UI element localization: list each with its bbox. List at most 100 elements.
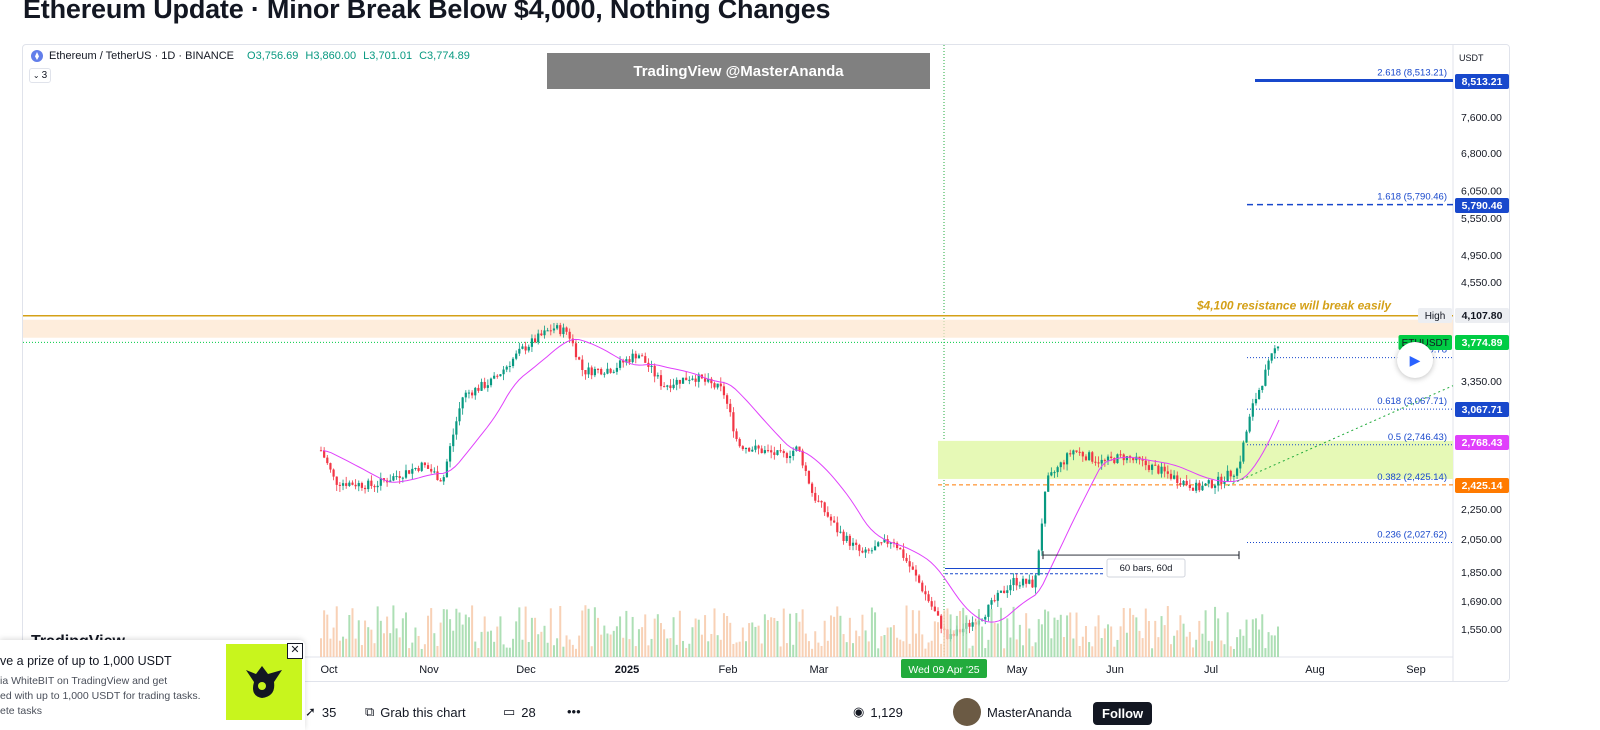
candle-body	[341, 483, 345, 486]
candle-body	[785, 453, 789, 459]
author-profile[interactable]: MasterAnanda	[953, 698, 1072, 726]
candle-body	[656, 375, 659, 377]
candle-body	[480, 381, 483, 391]
volume-bar	[417, 635, 420, 657]
volume-bar	[836, 606, 839, 657]
volume-bar	[880, 636, 883, 657]
comments-button[interactable]: ▭ 28	[503, 704, 536, 720]
promo-banner[interactable]: ve a prize of up to 1,000 USDT ia WhiteB…	[0, 640, 305, 730]
candle-body	[861, 550, 864, 553]
play-button[interactable]: ▶	[1397, 342, 1433, 378]
volume-bar	[329, 638, 332, 657]
price-chart[interactable]: USDT 7,600.00 6,800.00 6,050.00 5,550.00 4,95…	[23, 45, 1510, 682]
fib-label: 0.5 (2,746.43)	[1388, 432, 1447, 443]
volume-bar	[1110, 626, 1113, 657]
volume-bar	[1242, 635, 1245, 657]
candles	[319, 322, 1280, 642]
avatar[interactable]	[953, 698, 981, 726]
indicators-toggle[interactable]: ⌄ 3	[29, 68, 51, 83]
boost-button[interactable]: ➚ 35	[305, 704, 336, 720]
candle-body	[1097, 462, 1100, 464]
volume-bar	[574, 648, 577, 657]
candle-body	[940, 615, 943, 629]
volume-bar	[634, 646, 637, 657]
grab-chart-button[interactable]: ⧉ Grab this chart	[365, 704, 466, 720]
candle-body	[423, 462, 426, 466]
volume-bar	[669, 638, 672, 657]
symbol-label[interactable]: Ethereum / TetherUS · 1D · BINANCE	[49, 50, 235, 62]
candle-body	[1062, 462, 1066, 465]
volume-bar	[326, 614, 329, 657]
volume-bar	[364, 620, 367, 657]
author-name[interactable]: MasterAnanda	[987, 704, 1072, 720]
more-button[interactable]: •••	[567, 704, 581, 719]
candle-body	[600, 369, 603, 375]
volume-bar	[452, 630, 455, 657]
volume-bar	[477, 648, 480, 657]
volume-bar	[1198, 620, 1201, 657]
candle-body	[411, 468, 414, 474]
volume-bar	[666, 638, 669, 657]
candle-body	[348, 482, 351, 486]
fib-label: 1.618 (5,790.46)	[1377, 192, 1447, 203]
candle-body	[474, 387, 477, 396]
volume-bar	[864, 630, 867, 657]
views-counter: ◉ 1,129	[853, 704, 903, 720]
volume-bar	[1179, 615, 1182, 657]
volume-bar	[1169, 644, 1172, 657]
candle-body	[719, 383, 722, 387]
fib-label: 0.236 (2,027.62)	[1377, 529, 1447, 540]
candle-body	[877, 542, 880, 547]
volume-bar	[927, 642, 930, 657]
price-badge-label: 2,768.43	[1462, 437, 1503, 449]
price-tag-label: High	[1425, 311, 1446, 322]
volume-bar	[571, 644, 574, 657]
date-highlight-label: Wed 09 Apr '25	[908, 664, 979, 676]
candle-body	[370, 480, 373, 486]
follow-label: Follow	[1093, 702, 1153, 725]
candle-body	[1006, 590, 1009, 593]
candle-body	[448, 446, 452, 462]
volume-bar	[842, 634, 845, 657]
candle-body	[408, 470, 411, 474]
candle-body	[675, 379, 678, 385]
volume-bar	[1103, 628, 1106, 657]
candle-body	[584, 369, 587, 375]
candle-body	[379, 478, 382, 486]
volume-bar	[1031, 646, 1034, 657]
volume-bar	[464, 614, 467, 657]
volume-bar	[1185, 636, 1188, 657]
promo-text: ia WhiteBIT on TradingView and get ed wi…	[0, 674, 201, 719]
candle-body	[766, 450, 770, 452]
candle-body	[650, 365, 653, 367]
candle-body	[1157, 465, 1160, 474]
volume-bar	[933, 621, 936, 657]
volume-bar	[489, 630, 492, 657]
chart-panel[interactable]: USDT 7,600.00 6,800.00 6,050.00 5,550.00 4,95…	[22, 44, 1510, 682]
volume-bar	[537, 634, 540, 657]
candle-body	[631, 353, 634, 363]
volume-bar	[389, 633, 392, 657]
candle-body	[858, 544, 861, 551]
candle-body	[930, 601, 933, 607]
volume-bar	[590, 646, 593, 657]
volume-bar	[458, 612, 461, 657]
close-icon[interactable]: ✕	[287, 643, 303, 659]
volume-bar	[1151, 648, 1154, 657]
candle-body	[697, 374, 700, 382]
volume-bar	[801, 609, 804, 657]
volume-bar	[471, 605, 474, 657]
volume-bar	[401, 618, 404, 657]
candle-body	[615, 367, 619, 372]
y-tick-label: 3,350.00	[1461, 376, 1502, 388]
volume-bar	[993, 622, 996, 657]
volume-bar	[568, 639, 571, 657]
volume-bar	[807, 641, 810, 657]
volume-bar	[1176, 630, 1179, 657]
volume-bar	[360, 645, 363, 657]
volume-bar	[889, 627, 892, 657]
follow-button[interactable]: Follow	[1093, 702, 1153, 725]
candle-body	[1053, 472, 1056, 474]
volume-bar	[1003, 648, 1006, 657]
candle-body	[439, 480, 442, 482]
